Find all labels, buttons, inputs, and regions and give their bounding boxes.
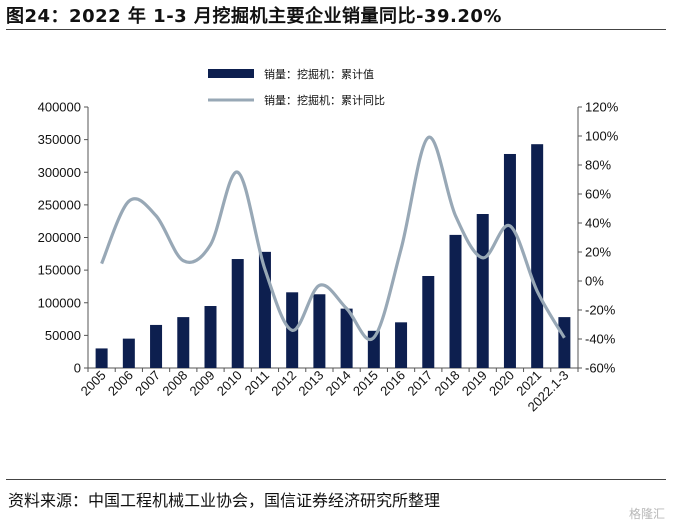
x-tick-label: 2010	[214, 368, 245, 399]
left-tick-label: 200000	[38, 230, 81, 245]
watermark: 格隆汇	[628, 507, 665, 521]
x-tick-label: 2006	[105, 368, 136, 399]
right-tick-label: 0%	[585, 274, 604, 289]
right-tick-label: -60%	[585, 361, 616, 376]
line-series	[100, 135, 566, 342]
legend-label-line: 销量：挖掘机：累计同比	[264, 93, 385, 107]
x-tick-label: 2009	[187, 368, 218, 399]
bar	[531, 144, 544, 368]
bar	[177, 317, 190, 368]
source-note: 资料来源：中国工程机械工业协会，国信证券经济研究所整理	[8, 491, 441, 510]
x-tick-label: 2018	[432, 368, 463, 399]
x-tick-label: 2012	[268, 368, 299, 399]
legend-label-bar: 销量：挖掘机：累计值	[264, 67, 374, 81]
right-tick-label: 20%	[585, 245, 611, 260]
bar	[122, 338, 135, 368]
x-tick-label: 2019	[459, 368, 490, 399]
bar-series	[95, 144, 571, 368]
x-tick-label: 2017	[404, 368, 435, 399]
x-tick-label: 2005	[78, 368, 109, 399]
page-title: 图24：2022 年 1-3 月挖掘机主要企业销量同比-39.20%	[6, 6, 502, 27]
left-tick-label: 250000	[38, 197, 81, 212]
x-tick-label: 2020	[486, 368, 517, 399]
bar	[313, 294, 326, 368]
left-tick-label: 150000	[38, 263, 81, 278]
left-tick-label: 350000	[38, 132, 81, 147]
bar	[150, 324, 163, 368]
left-tick-label: 100000	[38, 295, 81, 310]
x-tick-label: 2015	[350, 368, 381, 399]
legend-swatch-bar	[208, 69, 254, 78]
right-tick-label: 100%	[585, 129, 619, 144]
left-tick-label: 300000	[38, 165, 81, 180]
x-tick-label: 2013	[295, 368, 326, 399]
bar	[204, 306, 217, 368]
right-tick-label: 120%	[585, 100, 619, 115]
x-tick-label: 2016	[377, 368, 408, 399]
bar	[231, 259, 244, 368]
right-tick-label: 40%	[585, 216, 611, 231]
axes: 0 50000 100000 150000 200000 250000 300000 3500…	[38, 100, 619, 376]
x-tick-labels: 2005200620072008200920102011201220132014…	[78, 368, 572, 415]
bar	[558, 317, 571, 368]
left-tick-label: 0	[74, 361, 81, 376]
x-tick-label: 2008	[159, 368, 190, 399]
x-tick-label: 2014	[323, 368, 354, 399]
bar	[476, 214, 489, 368]
bar	[340, 308, 353, 368]
right-tick-label: 80%	[585, 158, 611, 173]
bar	[449, 234, 462, 368]
left-tick-label: 50000	[45, 328, 81, 343]
bar	[422, 275, 435, 368]
x-tick-label: 2007	[132, 368, 163, 399]
yoy-line	[100, 135, 566, 342]
x-tick-label: 2011	[242, 368, 272, 398]
bar	[95, 348, 108, 368]
bar	[395, 322, 408, 368]
source-divider	[6, 479, 666, 480]
bar	[503, 153, 516, 368]
right-tick-label: -20%	[585, 303, 616, 318]
left-tick-label: 400000	[38, 100, 81, 115]
title-divider	[6, 29, 666, 30]
right-tick-label: -40%	[585, 332, 616, 347]
right-tick-label: 60%	[585, 187, 611, 202]
